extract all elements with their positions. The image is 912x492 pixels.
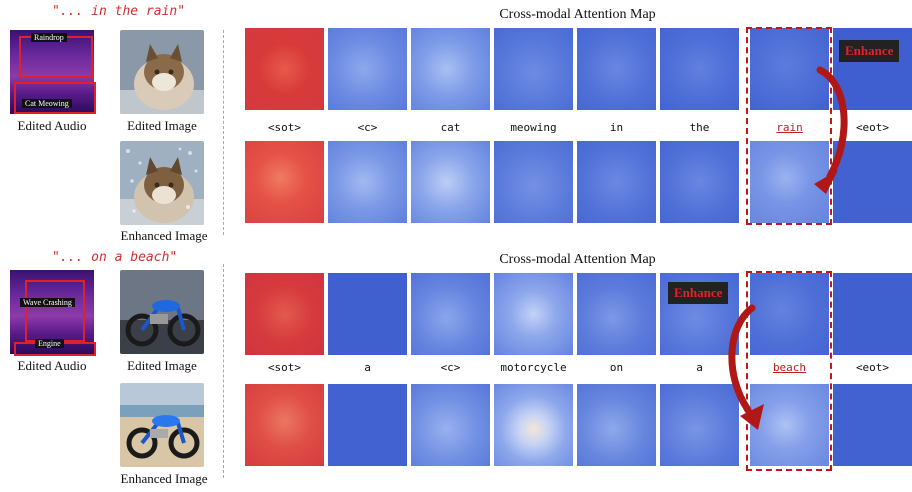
bottom-token-a2: a xyxy=(696,361,703,374)
top-meowing-band xyxy=(14,82,96,114)
top-enhanced-image-caption: Enhanced Image xyxy=(120,228,208,243)
top-token-cat: cat xyxy=(440,121,461,134)
top-enhanced-image-cat xyxy=(120,141,204,225)
attn-top-1-cat xyxy=(411,28,490,110)
top-enhance-arrow-icon xyxy=(814,66,848,194)
top-token-in: in xyxy=(609,121,624,134)
attn-bottom-1-beach xyxy=(750,273,829,355)
attn-bottom-2-a xyxy=(328,384,407,466)
attn-bottom-2-on xyxy=(577,384,656,466)
top-token-sot: <sot> xyxy=(267,121,302,134)
attn-top-2-c xyxy=(328,141,407,223)
bottom-enhanced-image-caption: Enhanced Image xyxy=(120,471,208,486)
top-spec-label-meowing: Cat Meowing xyxy=(22,99,72,108)
attn-bottom-2-c xyxy=(411,384,490,466)
bottom-token-sot: <sot> xyxy=(267,361,302,374)
attn-bottom-2-sot xyxy=(245,384,324,466)
bottom-edited-image-caption: Edited Image xyxy=(127,358,197,373)
section-divider-bottom xyxy=(223,264,224,478)
attn-bottom-1-motorcycle xyxy=(494,273,573,355)
bottom-token-a: a xyxy=(364,361,371,374)
attn-top-2-the xyxy=(660,141,739,223)
bottom-enhance-arrow-icon xyxy=(728,304,764,430)
bottom-edited-audio-caption: Edited Audio xyxy=(17,358,87,373)
top-attention-title: Cross-modal Attention Map xyxy=(499,7,656,22)
attn-top-1-sot xyxy=(245,28,324,110)
bottom-edited-image-motorcycle xyxy=(120,270,204,354)
top-token-c: <c> xyxy=(357,121,378,134)
bottom-enhanced-image-motorcycle xyxy=(120,383,204,467)
bottom-wave-band xyxy=(25,280,85,342)
top-edited-audio-spectrogram: Raindrop Cat Meowing xyxy=(10,30,96,114)
bottom-edited-audio-spectrogram: Wave Crashing Engine xyxy=(10,270,96,356)
bottom-token-c: <c> xyxy=(440,361,461,374)
top-edited-image-cat xyxy=(120,30,204,114)
attn-bottom-2-motorcycle xyxy=(494,384,573,466)
bottom-token-motorcycle: motorcycle xyxy=(500,361,567,374)
attn-bottom-1-sot xyxy=(245,273,324,355)
attn-bottom-1-eot xyxy=(833,273,912,355)
top-spec-label-raindrop: Raindrop xyxy=(31,33,67,42)
attn-bottom-2-beach xyxy=(750,384,829,466)
top-prompt: "... in the rain" xyxy=(52,4,186,19)
bottom-enhance-label: Enhance xyxy=(668,282,729,304)
attn-top-2-cat xyxy=(411,141,490,223)
bottom-token-eot: <eot> xyxy=(855,361,890,374)
top-token-meowing: meowing xyxy=(510,121,557,134)
top-token-rain-highlighted: rain xyxy=(776,121,803,134)
attn-bottom-1-on xyxy=(577,273,656,355)
top-token-eot: <eot> xyxy=(855,121,890,134)
top-enhance-label: Enhance xyxy=(839,40,900,62)
attn-bottom-1-c xyxy=(411,273,490,355)
section-divider-top xyxy=(223,30,224,235)
bottom-spec-label-engine: Engine xyxy=(35,339,64,348)
top-token-the: the xyxy=(689,121,710,134)
attn-top-2-eot xyxy=(833,141,912,223)
attn-top-1-c xyxy=(328,28,407,110)
top-edited-audio-caption: Edited Audio xyxy=(17,118,87,133)
attn-top-1-rain xyxy=(750,28,829,110)
bottom-token-on: on xyxy=(609,361,624,374)
attn-top-2-in xyxy=(577,141,656,223)
attn-bottom-1-a xyxy=(328,273,407,355)
attn-top-1-meowing xyxy=(494,28,573,110)
bottom-prompt: "... on a beach" xyxy=(52,250,178,265)
attn-top-2-sot xyxy=(245,141,324,223)
attn-bottom-2-a2 xyxy=(660,384,739,466)
top-raindrop-band xyxy=(19,36,93,78)
attn-top-1-the xyxy=(660,28,739,110)
top-edited-image-caption: Edited Image xyxy=(127,118,197,133)
top-highlight-box xyxy=(746,27,832,225)
attn-top-1-in xyxy=(577,28,656,110)
bottom-spec-label-wave: Wave Crashing xyxy=(20,298,75,307)
bottom-attention-title: Cross-modal Attention Map xyxy=(499,252,656,267)
attn-top-2-meowing xyxy=(494,141,573,223)
bottom-highlight-box xyxy=(746,271,832,471)
bottom-token-beach-highlighted: beach xyxy=(772,361,807,374)
attn-bottom-2-eot xyxy=(833,384,912,466)
attn-top-2-rain xyxy=(750,141,829,223)
